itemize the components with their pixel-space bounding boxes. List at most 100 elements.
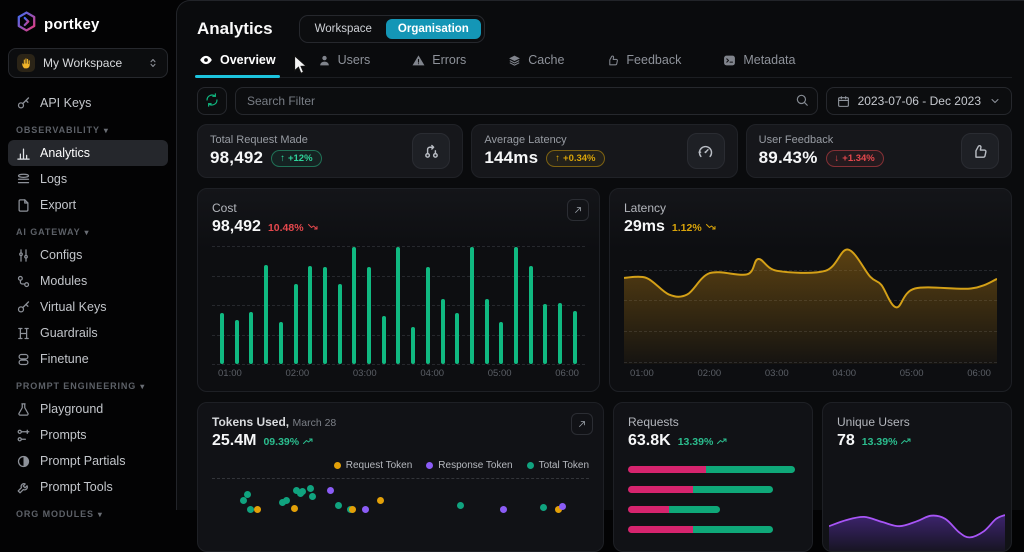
caret-down-icon: ▾ (84, 227, 90, 237)
sidebar-item-label: Prompt Tools (40, 480, 113, 494)
stat-label: Average Latency (484, 134, 567, 146)
total-token-dot (293, 487, 301, 494)
response-token-dot (327, 487, 335, 494)
bar-chart-icon (16, 146, 31, 161)
card-value: 29ms (624, 218, 665, 235)
export-icon (16, 198, 31, 213)
legend-response-token: Response Token (426, 460, 513, 471)
card-delta: 10.48% (268, 221, 319, 236)
half-circle-icon (16, 454, 31, 469)
waving-hand-icon (17, 54, 35, 72)
tab-cache[interactable]: Cache (506, 51, 566, 77)
stat-label: User Feedback (758, 134, 834, 146)
expand-button[interactable] (567, 199, 589, 221)
sidebar-item-prompts[interactable]: Prompts (8, 422, 168, 448)
card-delta: 13.39% (678, 435, 729, 450)
cost-bar (278, 321, 283, 364)
workspace-toggle-button[interactable]: Workspace (303, 19, 384, 39)
cost-bar (352, 247, 357, 364)
user-icon (318, 54, 331, 67)
x-tick-label: 04:00 (832, 368, 857, 379)
expand-icon (573, 203, 583, 218)
date-range-picker[interactable]: 2023-07-06 - Dec 2023 (825, 87, 1012, 115)
sidebar-item-logs[interactable]: Logs (8, 166, 168, 192)
sidebar-item-playground[interactable]: Playground (8, 396, 168, 422)
sidebar-item-export[interactable]: Export (8, 192, 168, 218)
delta-badge: ↓ +1.34% (825, 149, 884, 167)
terminal-icon (723, 54, 736, 67)
sidebar-item-virtual-keys[interactable]: Virtual Keys (8, 294, 168, 320)
sidebar-item-label: Prompt Partials (40, 454, 126, 468)
bottom-row: Tokens Used, March 28 25.4M 09.39% Reque… (197, 402, 1012, 552)
unique-users-area-chart (829, 514, 1005, 551)
sidebar-item-label: Logs (40, 172, 68, 186)
expand-button[interactable] (571, 413, 593, 435)
sidebar-item-finetune[interactable]: Finetune (8, 346, 168, 372)
response-token-dot (559, 503, 567, 510)
page-title: Analytics (197, 19, 273, 38)
latency-x-axis: 01:00 02:00 03:00 04:00 05:00 06:00 (624, 368, 997, 379)
trend-up-icon (302, 435, 314, 450)
sidebar-item-prompt-tools[interactable]: Prompt Tools (8, 474, 168, 500)
cost-chart-card: Cost 98,492 10.48% 01:00 02:00 03:00 04:00 0… (197, 188, 600, 392)
cost-x-axis: 01:00 02:00 03:00 04:00 05:00 06:00 (212, 368, 585, 379)
cost-bar (308, 266, 313, 364)
key-icon (16, 96, 31, 111)
key-icon (16, 300, 31, 315)
trend-down-icon (307, 221, 319, 236)
card-value: 98,492 (212, 218, 261, 235)
refresh-button[interactable] (197, 87, 227, 115)
caret-down-icon: ▾ (140, 381, 146, 391)
layers-icon (508, 54, 521, 67)
expand-icon (577, 417, 587, 432)
sidebar-item-prompt-partials[interactable]: Prompt Partials (8, 448, 168, 474)
requests-bar-chart (628, 466, 798, 533)
tab-metadata[interactable]: Metadata (721, 51, 797, 77)
tab-overview[interactable]: Overview (195, 51, 280, 78)
logo[interactable]: portkey (8, 12, 168, 36)
total-token-dot (239, 497, 247, 504)
request-bar-row (628, 506, 720, 513)
total-token-dot (282, 497, 290, 504)
card-title: Requests (628, 415, 679, 429)
sidebar-section-observability[interactable]: OBSERVABILITY ▾ (16, 125, 109, 135)
x-tick-label: 05:00 (487, 368, 512, 379)
sidebar-item-analytics[interactable]: Analytics (8, 140, 168, 166)
card-value: 63.8K (628, 432, 671, 449)
trend-up-icon (900, 435, 912, 450)
sidebar-section-prompt-engineering[interactable]: PROMPT ENGINEERING ▾ (16, 381, 146, 391)
tab-users[interactable]: Users (316, 51, 373, 77)
legend-total-token: Total Token (526, 460, 589, 471)
organisation-toggle-button[interactable]: Organisation (385, 19, 481, 39)
tab-errors[interactable]: Errors (410, 51, 468, 77)
requests-card: Requests 63.8K 13.39% (613, 402, 813, 552)
sidebar-item-api-keys[interactable]: API Keys (8, 90, 168, 116)
sidebar-nav: API Keys OBSERVABILITY ▾ Analytics Logs … (8, 90, 168, 524)
request-bar-row (628, 526, 773, 533)
stat-card-total-requests: Total Request Made 98,492 ↑ +12% (197, 124, 464, 178)
cost-bar (572, 310, 577, 364)
sidebar-item-label: Analytics (40, 146, 91, 160)
portkey-logo-icon (16, 11, 37, 37)
sliders-icon (16, 248, 31, 263)
sidebar-item-modules[interactable]: Modules (8, 268, 168, 294)
charts-row: Cost 98,492 10.48% 01:00 02:00 03:00 04:00 0… (197, 188, 1012, 392)
total-token-dot (307, 485, 314, 492)
sidebar-section-ai-gateway[interactable]: AI GATEWAY ▾ (16, 227, 90, 237)
cost-bar (440, 299, 445, 364)
total-token-dot (539, 504, 547, 511)
stat-value: 144ms (484, 148, 539, 167)
search-input[interactable] (235, 87, 818, 115)
sidebar-section-org-modules[interactable]: ORG MODULES ▾ (16, 509, 103, 519)
workspace-selector[interactable]: My Workspace (8, 48, 168, 78)
cost-bar (469, 247, 474, 364)
sidebar-item-configs[interactable]: Configs (8, 242, 168, 268)
total-token-dot (456, 502, 464, 509)
sidebar-item-label: Configs (40, 248, 83, 262)
tokens-scatter-chart (212, 478, 589, 530)
cost-bar (220, 313, 224, 364)
sidebar-item-guardrails[interactable]: Guardrails (8, 320, 168, 346)
tab-feedback[interactable]: Feedback (604, 51, 683, 77)
filter-bar: 2023-07-06 - Dec 2023 (197, 87, 1012, 115)
delta-badge: ↑ +0.34% (546, 149, 605, 167)
